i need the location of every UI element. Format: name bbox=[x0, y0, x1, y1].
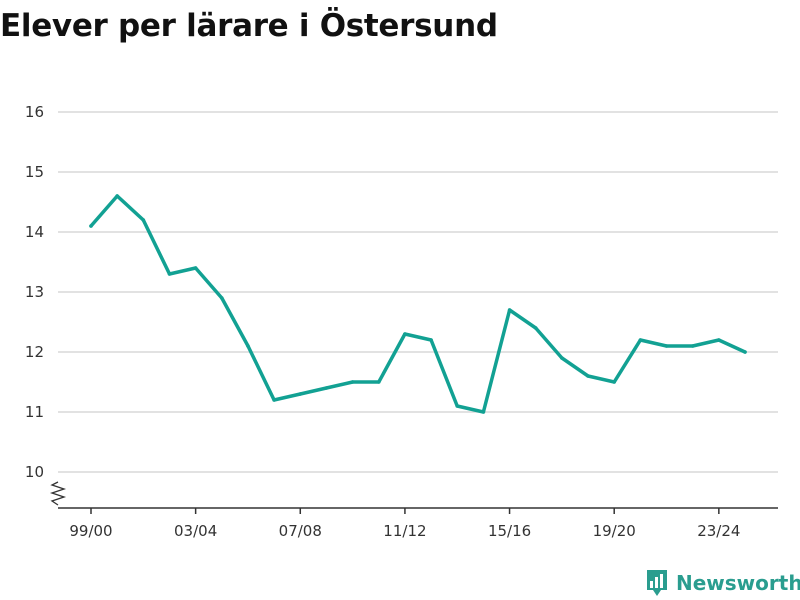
data-point bbox=[350, 380, 355, 384]
brand-logo: Newsworthy bbox=[645, 568, 800, 598]
x-tick-label: 03/04 bbox=[174, 522, 217, 540]
data-point bbox=[481, 410, 486, 414]
data-point bbox=[690, 344, 695, 348]
y-tick-label: 15 bbox=[25, 163, 44, 181]
y-tick-label: 12 bbox=[25, 343, 44, 361]
x-tick-label: 11/12 bbox=[383, 522, 426, 540]
series-layer bbox=[89, 194, 747, 414]
data-point bbox=[272, 398, 276, 402]
y-tick-label: 16 bbox=[25, 103, 44, 121]
data-point bbox=[455, 404, 460, 408]
data-point bbox=[193, 266, 198, 270]
data-point bbox=[141, 218, 146, 222]
x-tick-label: 15/16 bbox=[488, 522, 531, 540]
data-point bbox=[743, 350, 747, 354]
data-point bbox=[298, 392, 303, 396]
data-point bbox=[429, 338, 433, 342]
y-tick-label: 14 bbox=[25, 223, 44, 241]
data-point bbox=[220, 296, 224, 300]
data-point bbox=[717, 338, 721, 342]
y-tick-label: 11 bbox=[25, 403, 44, 421]
data-point bbox=[638, 338, 643, 342]
newsworthy-logo-icon bbox=[647, 570, 667, 596]
data-point bbox=[115, 194, 119, 198]
data-point bbox=[612, 380, 616, 384]
data-point bbox=[664, 344, 669, 348]
data-point bbox=[507, 308, 512, 312]
data-point bbox=[586, 374, 590, 378]
grid-lines bbox=[58, 111, 778, 473]
series-line bbox=[89, 194, 747, 414]
data-point bbox=[560, 356, 564, 360]
x-tick-label: 99/00 bbox=[69, 522, 112, 540]
data-point bbox=[246, 344, 250, 348]
data-point bbox=[403, 332, 407, 336]
x-tick-label: 19/20 bbox=[593, 522, 636, 540]
data-point bbox=[89, 224, 93, 228]
y-tick-label: 13 bbox=[25, 283, 44, 301]
brand-name: Newsworthy bbox=[676, 571, 800, 595]
data-point bbox=[533, 326, 538, 330]
y-tick-label: 10 bbox=[25, 463, 44, 481]
x-tick-label: 23/24 bbox=[697, 522, 740, 540]
axis-break-icon bbox=[49, 481, 67, 506]
data-point bbox=[167, 272, 172, 276]
x-tick-label: 07/08 bbox=[279, 522, 322, 540]
x-axis: 99/00 03/04 07/08 11/12 15/16 19/20 23/24 bbox=[49, 481, 778, 540]
data-point bbox=[324, 386, 329, 390]
data-point bbox=[376, 380, 381, 384]
y-axis-tick-labels: 10 11 12 13 14 15 16 bbox=[25, 103, 44, 481]
chart-title: Elever per lärare i Östersund bbox=[0, 8, 498, 44]
